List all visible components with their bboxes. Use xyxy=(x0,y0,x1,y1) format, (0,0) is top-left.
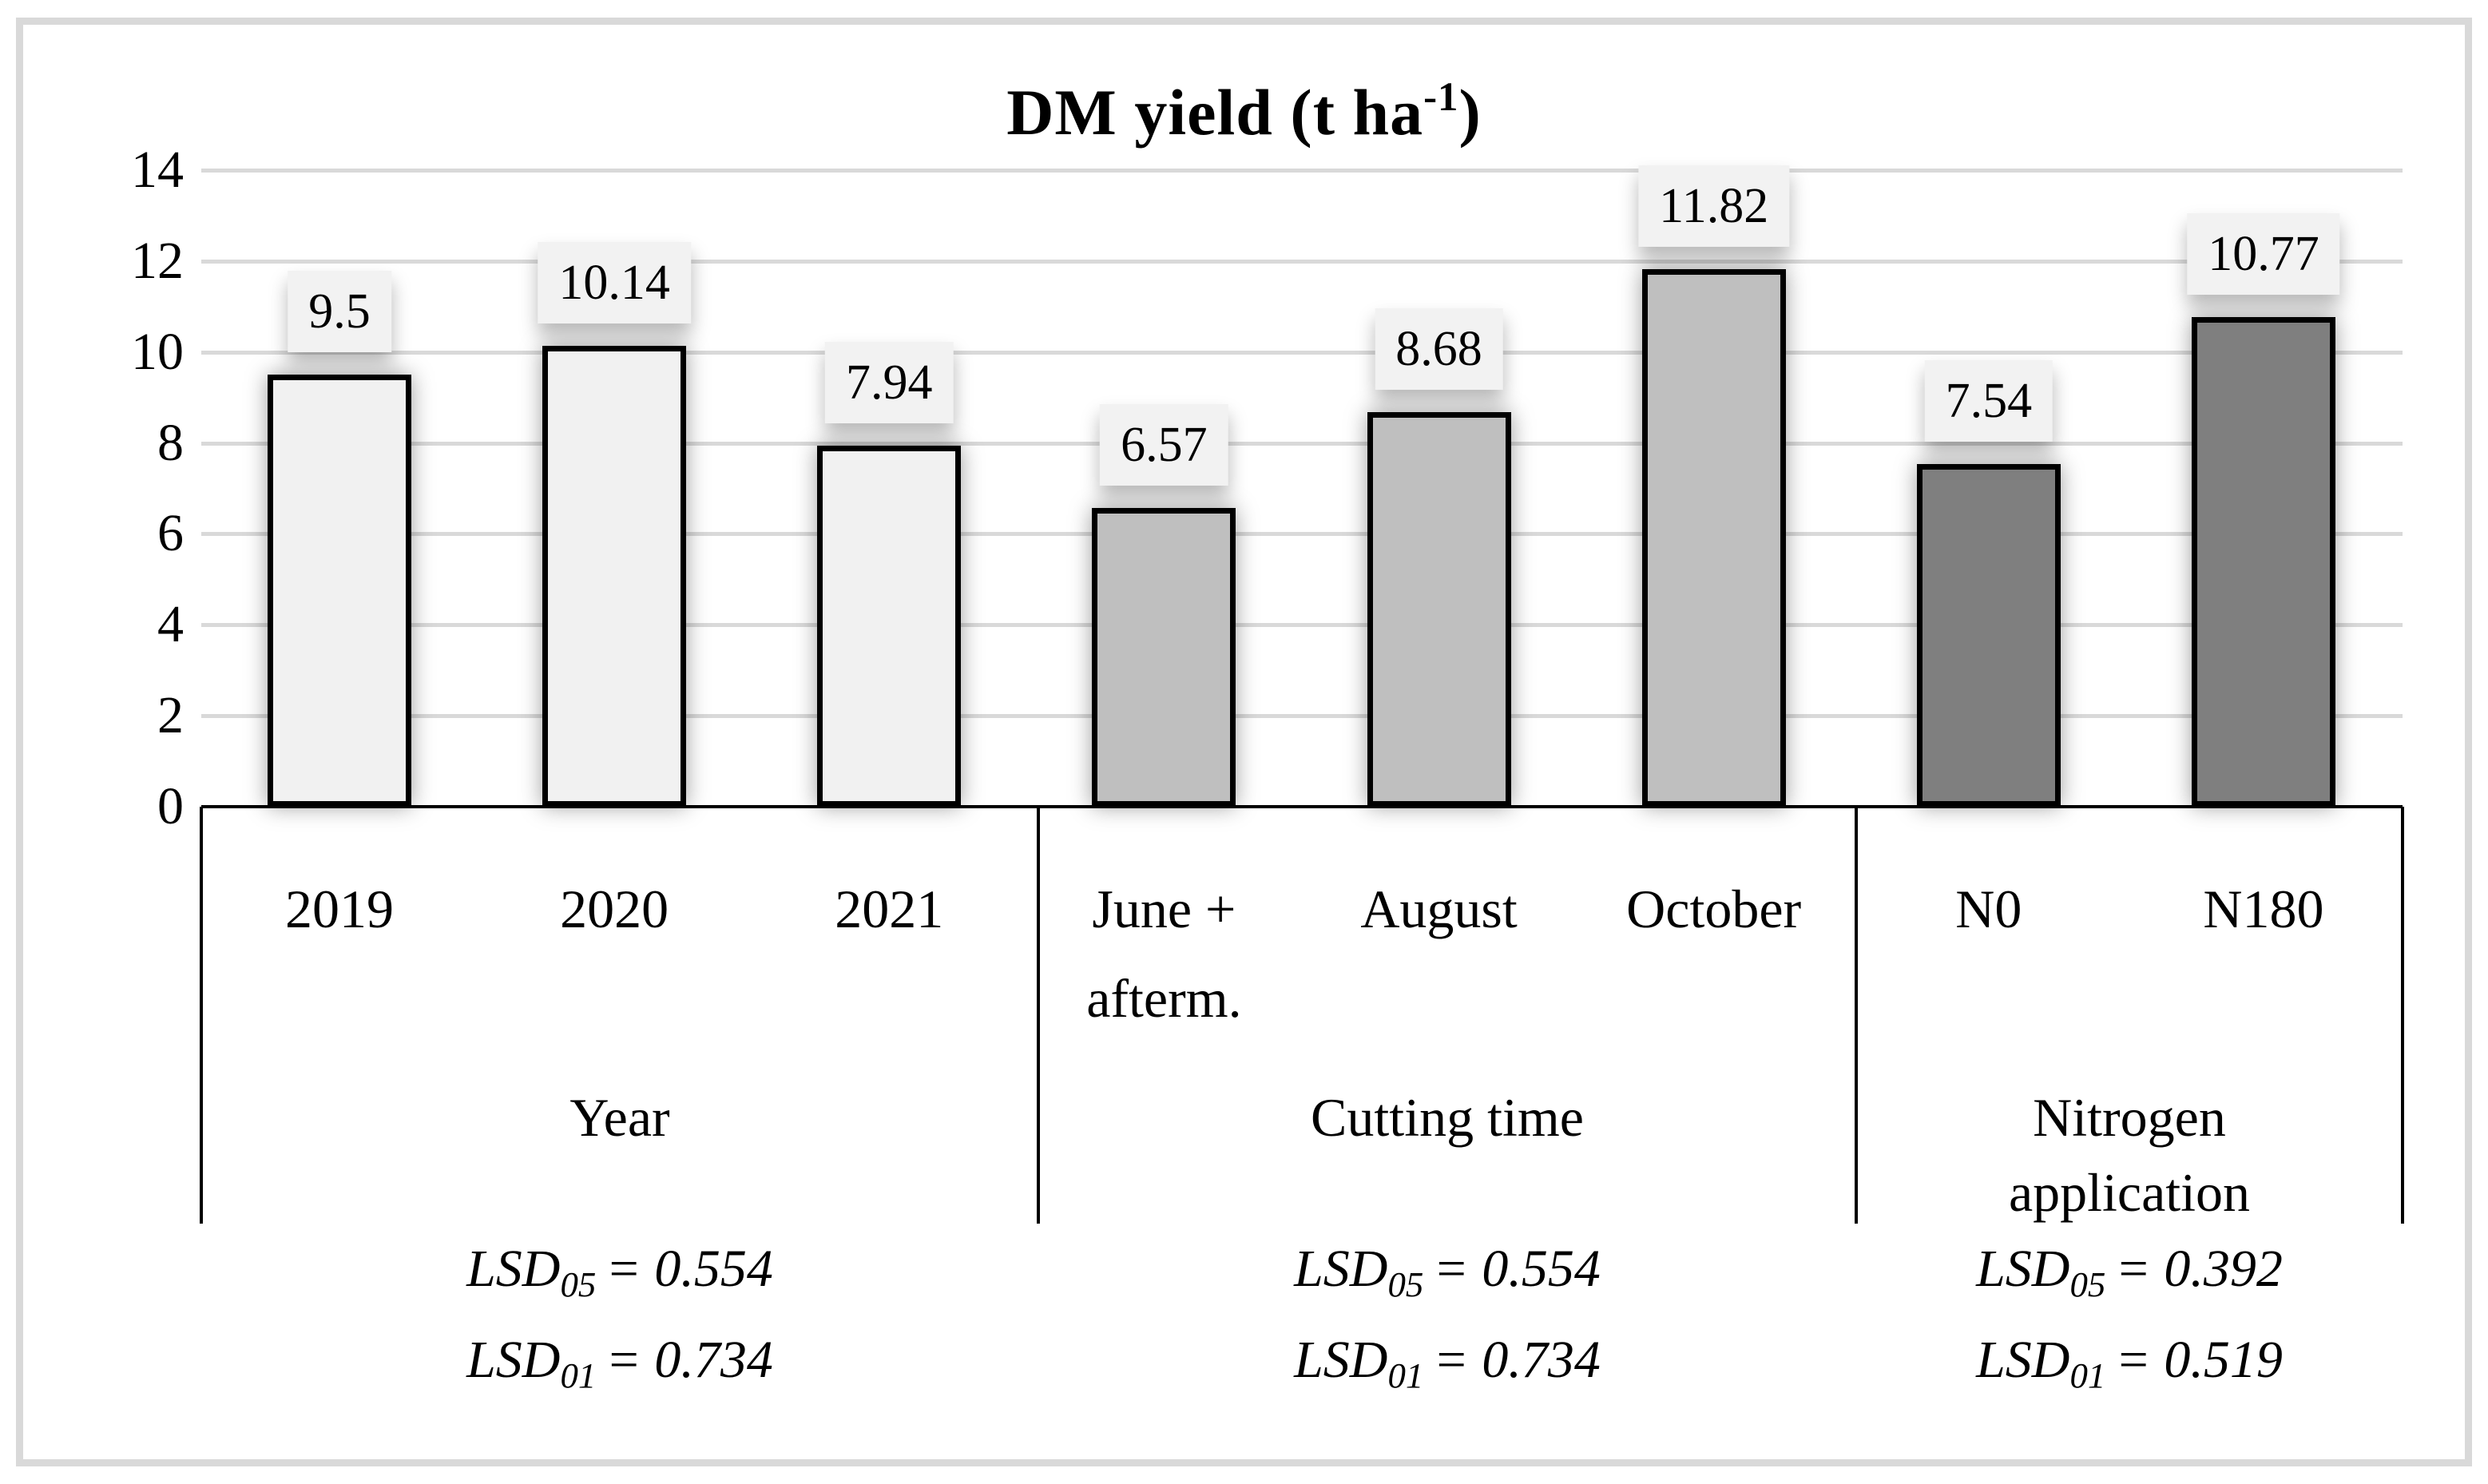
bar-value-label: 7.94 xyxy=(825,341,954,423)
group-divider xyxy=(2401,807,2404,1224)
gridline xyxy=(201,714,2403,719)
y-tick-label: 4 xyxy=(157,595,184,654)
lsd-prefix: LSD xyxy=(466,1331,561,1389)
group-label: Year xyxy=(569,1087,670,1148)
category-label: August xyxy=(1360,879,1518,939)
category-label: 2021 xyxy=(835,879,944,939)
lsd-annotation: LSD05 = 0.554 xyxy=(1294,1240,1601,1304)
lsd-annotation: LSD01 = 0.734 xyxy=(466,1331,773,1395)
bar xyxy=(817,445,962,807)
lsd-subscript: 01 xyxy=(1387,1355,1424,1395)
lsd-subscript: 01 xyxy=(560,1355,597,1395)
lsd-subscript: 05 xyxy=(2069,1264,2106,1304)
group-label: Nitrogen application xyxy=(2008,1087,2251,1223)
y-tick-label: 8 xyxy=(157,413,184,472)
y-tick-label: 12 xyxy=(131,231,184,290)
group-divider xyxy=(1037,807,1040,1224)
bar xyxy=(2191,316,2335,807)
lsd-subscript: 05 xyxy=(1387,1264,1424,1304)
y-tick-label: 6 xyxy=(157,504,184,563)
lsd-value: = 0.519 xyxy=(2115,1331,2283,1389)
bar-value-label: 11.82 xyxy=(1638,165,1790,248)
chart-title: DM yield (t ha-1) xyxy=(0,73,2488,150)
lsd-value: = 0.392 xyxy=(2115,1240,2283,1298)
chart-title-superscript: -1 xyxy=(1423,74,1459,119)
group-divider xyxy=(200,807,203,1224)
lsd-prefix: LSD xyxy=(1294,1240,1388,1298)
bar xyxy=(1092,507,1236,807)
gridline xyxy=(201,623,2403,628)
bar xyxy=(542,345,687,807)
lsd-subscript: 05 xyxy=(560,1264,597,1304)
category-label: October xyxy=(1626,879,1802,939)
y-tick-label: 2 xyxy=(157,686,184,745)
category-label: 2020 xyxy=(560,879,669,939)
lsd-prefix: LSD xyxy=(1294,1331,1388,1389)
gridline xyxy=(201,259,2403,264)
lsd-subscript: 01 xyxy=(2069,1355,2106,1395)
lsd-annotation: LSD05 = 0.392 xyxy=(1976,1240,2283,1304)
bar-value-label: 10.14 xyxy=(538,241,691,323)
bar xyxy=(1641,269,1786,807)
lsd-value: = 0.734 xyxy=(605,1331,773,1389)
lsd-value: = 0.554 xyxy=(605,1240,773,1298)
group-label: Cutting time xyxy=(1311,1087,1584,1148)
lsd-value: = 0.734 xyxy=(1433,1331,1601,1389)
bar xyxy=(1367,411,1511,807)
chart-title-suffix: ) xyxy=(1458,76,1482,149)
lsd-prefix: LSD xyxy=(466,1240,561,1298)
bar-value-label: 9.5 xyxy=(288,271,391,353)
bar-value-label: 7.54 xyxy=(1924,359,2053,442)
bar xyxy=(268,375,411,807)
lsd-prefix: LSD xyxy=(1976,1331,2070,1389)
category-label: N180 xyxy=(2203,879,2324,939)
lsd-prefix: LSD xyxy=(1976,1240,2070,1298)
group-divider xyxy=(1855,807,1858,1224)
gridline xyxy=(201,168,2403,173)
bar-value-label: 6.57 xyxy=(1100,403,1228,486)
lsd-annotation: LSD01 = 0.519 xyxy=(1976,1331,2283,1395)
lsd-annotation: LSD05 = 0.554 xyxy=(466,1240,773,1304)
y-tick-label: 14 xyxy=(131,140,184,199)
category-label: N0 xyxy=(1955,879,2022,939)
bar-value-label: 8.68 xyxy=(1375,308,1503,390)
y-tick-label: 0 xyxy=(157,777,184,835)
y-tick-label: 10 xyxy=(131,322,184,381)
chart-title-text: DM yield (t ha xyxy=(1006,76,1424,149)
lsd-value: = 0.554 xyxy=(1433,1240,1601,1298)
x-axis-line xyxy=(201,805,2403,808)
gridline xyxy=(201,441,2403,446)
figure-frame xyxy=(16,18,2472,1466)
bar-value-label: 10.77 xyxy=(2187,212,2340,295)
category-label: June + afterm. xyxy=(1086,879,1242,1029)
gridline xyxy=(201,532,2403,537)
category-label: 2019 xyxy=(285,879,394,939)
lsd-annotation: LSD01 = 0.734 xyxy=(1294,1331,1601,1395)
bar xyxy=(1916,463,2061,807)
gridline xyxy=(201,350,2403,355)
